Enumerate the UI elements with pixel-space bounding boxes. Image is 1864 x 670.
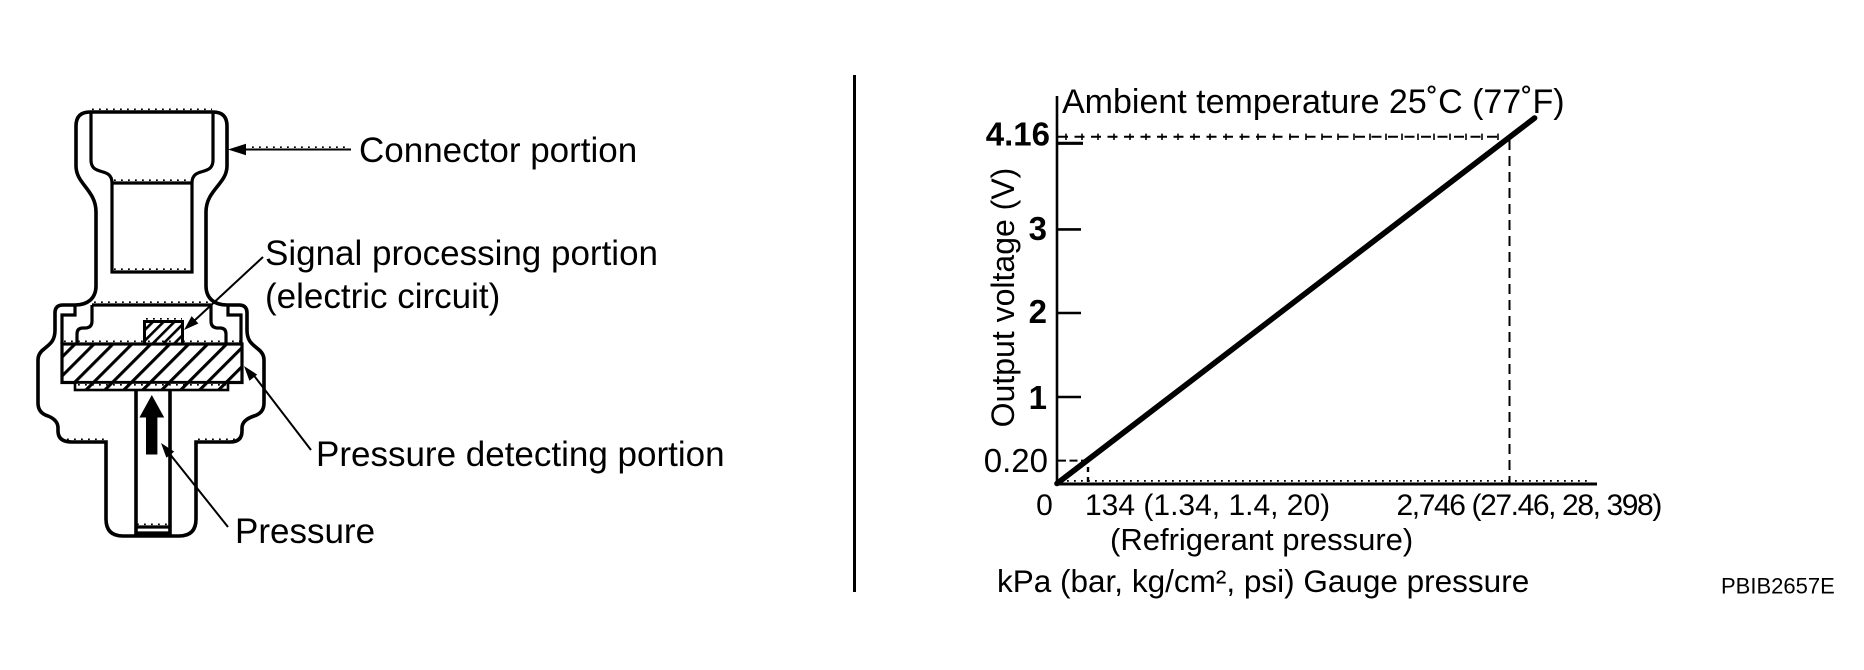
svg-text:(electric circuit): (electric circuit) [265, 277, 500, 316]
svg-text:PBIB2657E: PBIB2657E [1721, 574, 1835, 599]
svg-text:3: 3 [1029, 210, 1047, 247]
svg-text:Output voltage (V): Output voltage (V) [985, 168, 1021, 428]
svg-text:Connector portion: Connector portion [359, 131, 637, 170]
svg-text:0.20: 0.20 [984, 442, 1048, 479]
svg-text:Pressure detecting portion: Pressure detecting portion [316, 435, 725, 474]
svg-text:4.16: 4.16 [986, 116, 1050, 153]
svg-text:kPa (bar, kg/cm², psi) Gauge p: kPa (bar, kg/cm², psi) Gauge pressure [997, 563, 1529, 599]
svg-text:134 (1.34, 1.4, 20): 134 (1.34, 1.4, 20) [1085, 489, 1330, 522]
svg-text:Signal processing portion: Signal processing portion [265, 234, 658, 273]
svg-text:2: 2 [1029, 293, 1047, 330]
svg-text:1: 1 [1029, 379, 1047, 416]
svg-text:0: 0 [1036, 489, 1053, 522]
svg-text:2,746 (27.46, 28, 398): 2,746 (27.46, 28, 398) [1397, 489, 1662, 522]
svg-text:(Refrigerant pressure): (Refrigerant pressure) [1110, 522, 1413, 557]
svg-text:Pressure: Pressure [235, 512, 375, 551]
svg-text:Ambient temperature 25˚C (77˚F: Ambient temperature 25˚C (77˚F) [1062, 83, 1565, 121]
